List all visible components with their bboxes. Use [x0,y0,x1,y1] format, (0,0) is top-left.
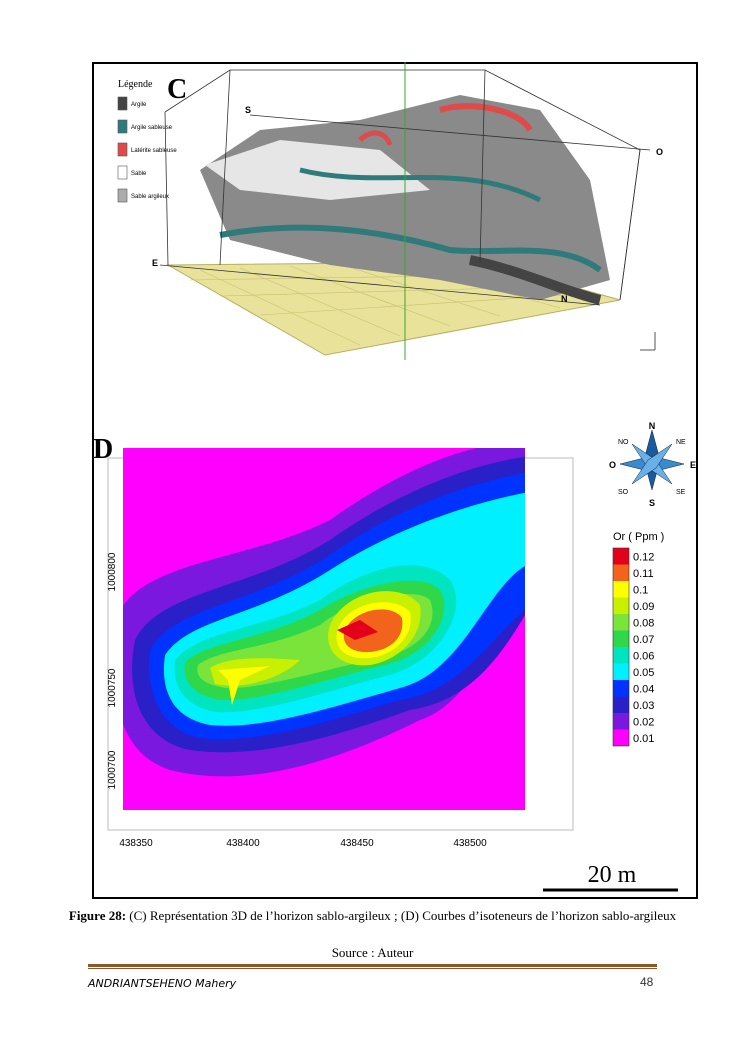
legend-label: Argile [131,102,147,108]
compass-label: SE [676,489,686,496]
colorbar-label: 0.04 [633,683,654,695]
compass-label: N [649,421,656,431]
legend-swatch [117,142,128,157]
panel-d: D 438350 438400 438450 438500 1000800 10… [93,421,696,892]
x-tick-label: 438500 [453,838,487,849]
colorbar-title: Or ( Ppm ) [613,531,664,543]
compass-label: SO [618,489,629,496]
compass-label: O [609,460,616,470]
colorbar-swatch [613,713,629,730]
colorbar-swatch [613,548,629,565]
colorbar-swatch [613,663,629,680]
panel-label: D [93,434,113,465]
y-tick-label: 1000750 [107,668,118,707]
colorbar-swatch [613,696,629,713]
legend-swatch [117,165,128,180]
direction-label: O [656,147,663,157]
colorbar-swatch [613,614,629,631]
colorbar-label: 0.05 [633,667,654,679]
terrain-sand [205,140,430,200]
colorbar-swatch [613,581,629,598]
colorbar-label: 0.09 [633,601,654,613]
legend-label: Argile sableuse [131,125,173,131]
legend-title: Légende [118,79,153,90]
footer-author: ANDRIANTSEHENO Mahery [88,977,237,990]
caption-text: (C) Représentation 3D de l’horizon sablo… [126,908,677,923]
y-tick-label: 1000700 [107,750,118,789]
colorbar-label: 0.1 [633,584,648,596]
colorbar-swatch [613,597,629,614]
caption: Figure 28: (C) Représentation 3D de l’ho… [55,907,690,925]
colorbar-label: 0.02 [633,716,654,728]
colorbar-label: 0.11 [633,568,654,580]
legend-swatch [117,96,128,111]
colorbar-swatch [613,647,629,664]
colorbar-label: 0.12 [633,551,654,563]
colorbar-label: 0.01 [633,733,654,745]
legend-label: Sable [131,171,147,177]
compass-label: NO [618,439,629,446]
compass: N NE E SE S SO O NO [609,421,696,508]
x-tick-label: 438450 [340,838,374,849]
contour-map [123,448,525,810]
compass-label: E [690,460,696,470]
page-number: 48 [640,975,654,989]
colorbar-label: 0.08 [633,617,654,629]
footer-rule [88,964,657,969]
figure: C Légende Argile Argile sableuse Latérite … [92,62,698,899]
legend-swatch [117,119,128,134]
colorbar-frame [612,547,630,747]
panel-label: C [167,74,187,105]
colorbar-label: 0.07 [633,634,654,646]
colorbar-swatch [613,680,629,697]
direction-label: N [561,294,568,304]
caption-label: Figure 28: [68,908,127,923]
direction-label: E [152,258,158,268]
compass-label: S [649,498,655,508]
colorbar-label: 0.06 [633,650,654,662]
colorbar-label: 0.03 [633,700,654,712]
caption-source: Source : Auteur [331,945,414,960]
x-tick-label: 438350 [119,838,153,849]
x-tick-label: 438400 [226,838,260,849]
colorbar: 0.12 0.11 0.1 0.09 0.08 0.07 0.06 0.05 0.04 0.03 0… [612,547,654,747]
colorbar-swatch [613,564,629,581]
legend-label: Sable argileux [131,194,169,200]
panel-c: C Légende Argile Argile sableuse Latérite … [117,62,663,360]
colorbar-swatch [613,729,629,746]
colorbar-swatch [613,630,629,647]
y-tick-label: 1000800 [107,552,118,591]
scale-bar-label: 20 m [588,862,637,888]
compass-label: NE [676,439,686,446]
legend-swatch [117,188,128,203]
legend-label: Latérite sableuse [131,148,177,154]
legend: Argile Argile sableuse Latérite sableuse Sa… [117,96,177,203]
direction-label: S [245,105,251,115]
